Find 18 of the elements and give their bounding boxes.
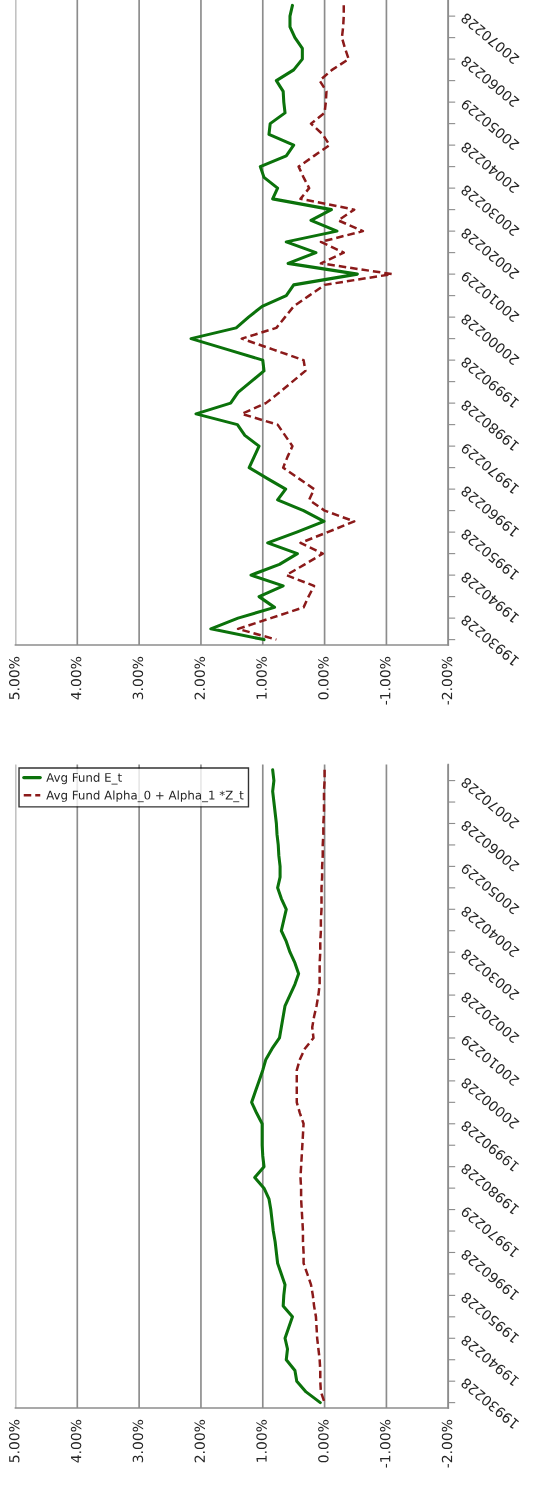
x-tick-label: 0.00%	[318, 656, 329, 700]
x-tick-label: -2.00%	[441, 1419, 453, 1468]
x-tick-label: 5.00%	[9, 656, 20, 700]
legend-label: Avg Fund Alpha_0 + Alpha_1 *Z_t	[46, 790, 244, 803]
x-tick-label: 4.00%	[70, 656, 82, 700]
x-tick-label: 4.00%	[70, 1419, 82, 1463]
x-tick-label: -1.00%	[379, 656, 391, 705]
x-tick-label: 1.00%	[256, 656, 267, 699]
x-tick-label: -2.00%	[441, 656, 453, 705]
x-tick-label: 3.00%	[132, 1419, 144, 1463]
legend-label: Avg Fund E_t	[46, 772, 122, 785]
x-tick-label: -1.00%	[379, 1419, 391, 1468]
x-tick-label: 1.00%	[256, 1419, 267, 1462]
x-tick-label: 2.00%	[194, 656, 205, 700]
x-tick-label: 3.00%	[132, 656, 144, 700]
x-tick-label: 5.00%	[9, 1419, 20, 1463]
x-tick-label: 0.00%	[318, 1419, 329, 1463]
x-tick-label: 2.00%	[194, 1419, 205, 1463]
